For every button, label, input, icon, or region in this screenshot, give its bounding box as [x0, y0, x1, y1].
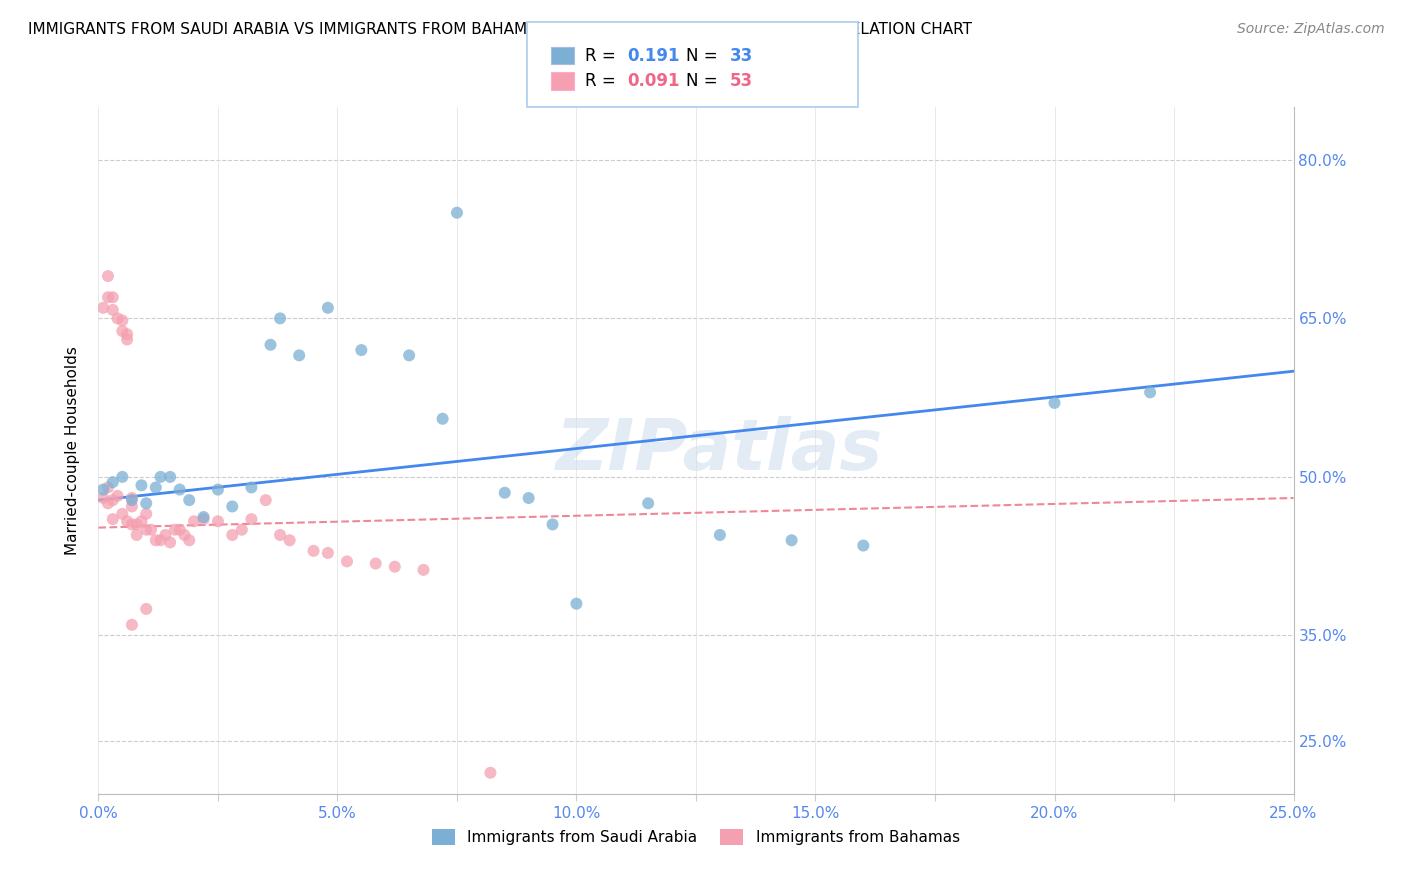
Point	[254, 493, 277, 508]
Point	[384, 559, 406, 574]
Point	[269, 311, 291, 326]
Point	[193, 512, 215, 526]
Point	[121, 493, 143, 508]
Text: Source: ZipAtlas.com: Source: ZipAtlas.com	[1237, 22, 1385, 37]
Point	[111, 313, 134, 327]
Point	[91, 301, 114, 315]
Point	[1043, 396, 1066, 410]
Point	[494, 485, 516, 500]
Point	[173, 528, 195, 542]
Text: 0.091: 0.091	[627, 72, 679, 90]
Point	[115, 333, 138, 347]
Point	[517, 491, 540, 505]
Point	[97, 480, 120, 494]
Point	[91, 491, 114, 505]
Point	[541, 517, 564, 532]
Point	[852, 539, 875, 553]
Text: ZIPatlas: ZIPatlas	[557, 416, 883, 485]
Point	[107, 311, 129, 326]
Point	[101, 512, 124, 526]
Point	[302, 544, 325, 558]
Point	[125, 517, 148, 532]
Point	[316, 301, 339, 315]
Point	[350, 343, 373, 357]
Point	[183, 514, 205, 528]
Point	[240, 512, 263, 526]
Point	[145, 533, 167, 548]
Text: 33: 33	[730, 46, 754, 64]
Point	[101, 493, 124, 508]
Point	[115, 514, 138, 528]
Text: 0.191: 0.191	[627, 46, 679, 64]
Point	[259, 338, 281, 352]
Point	[145, 480, 167, 494]
Text: R =: R =	[585, 46, 621, 64]
Point	[709, 528, 731, 542]
Point	[169, 483, 191, 497]
Text: N =: N =	[686, 46, 723, 64]
Point	[207, 483, 229, 497]
Text: IMMIGRANTS FROM SAUDI ARABIA VS IMMIGRANTS FROM BAHAMAS MARRIED-COUPLE HOUSEHOLD: IMMIGRANTS FROM SAUDI ARABIA VS IMMIGRAN…	[28, 22, 972, 37]
Point	[565, 597, 588, 611]
Point	[159, 470, 181, 484]
Point	[240, 480, 263, 494]
Point	[179, 493, 201, 508]
Point	[163, 523, 186, 537]
Point	[479, 765, 502, 780]
Text: N =: N =	[686, 72, 723, 90]
Point	[139, 523, 162, 537]
Point	[398, 348, 420, 362]
Point	[101, 290, 124, 304]
Point	[1139, 385, 1161, 400]
Point	[231, 523, 253, 537]
Point	[101, 302, 124, 317]
Legend: Immigrants from Saudi Arabia, Immigrants from Bahamas: Immigrants from Saudi Arabia, Immigrants…	[426, 823, 966, 852]
Point	[288, 348, 311, 362]
Text: 53: 53	[730, 72, 752, 90]
Point	[149, 533, 172, 548]
Point	[121, 500, 143, 514]
Point	[131, 514, 153, 528]
Point	[316, 546, 339, 560]
Point	[111, 507, 134, 521]
Point	[121, 617, 143, 632]
Point	[446, 205, 468, 219]
Point	[637, 496, 659, 510]
Y-axis label: Married-couple Households: Married-couple Households	[65, 346, 80, 555]
Point	[107, 489, 129, 503]
Point	[207, 514, 229, 528]
Point	[179, 533, 201, 548]
Point	[135, 523, 157, 537]
Text: R =: R =	[585, 72, 621, 90]
Point	[97, 496, 120, 510]
Point	[131, 478, 153, 492]
Point	[221, 500, 243, 514]
Point	[336, 554, 359, 568]
Point	[121, 491, 143, 505]
Point	[135, 496, 157, 510]
Point	[111, 470, 134, 484]
Point	[169, 523, 191, 537]
Point	[115, 327, 138, 342]
Point	[364, 557, 387, 571]
Point	[101, 475, 124, 490]
Point	[111, 324, 134, 338]
Point	[135, 602, 157, 616]
Point	[432, 411, 454, 425]
Point	[412, 563, 434, 577]
Point	[193, 510, 215, 524]
Point	[97, 269, 120, 284]
Point	[125, 528, 148, 542]
Point	[159, 535, 181, 549]
Point	[97, 290, 120, 304]
Point	[121, 517, 143, 532]
Point	[780, 533, 803, 548]
Point	[91, 483, 114, 497]
Point	[269, 528, 291, 542]
Point	[278, 533, 301, 548]
Point	[135, 507, 157, 521]
Point	[155, 528, 177, 542]
Point	[149, 470, 172, 484]
Point	[221, 528, 243, 542]
